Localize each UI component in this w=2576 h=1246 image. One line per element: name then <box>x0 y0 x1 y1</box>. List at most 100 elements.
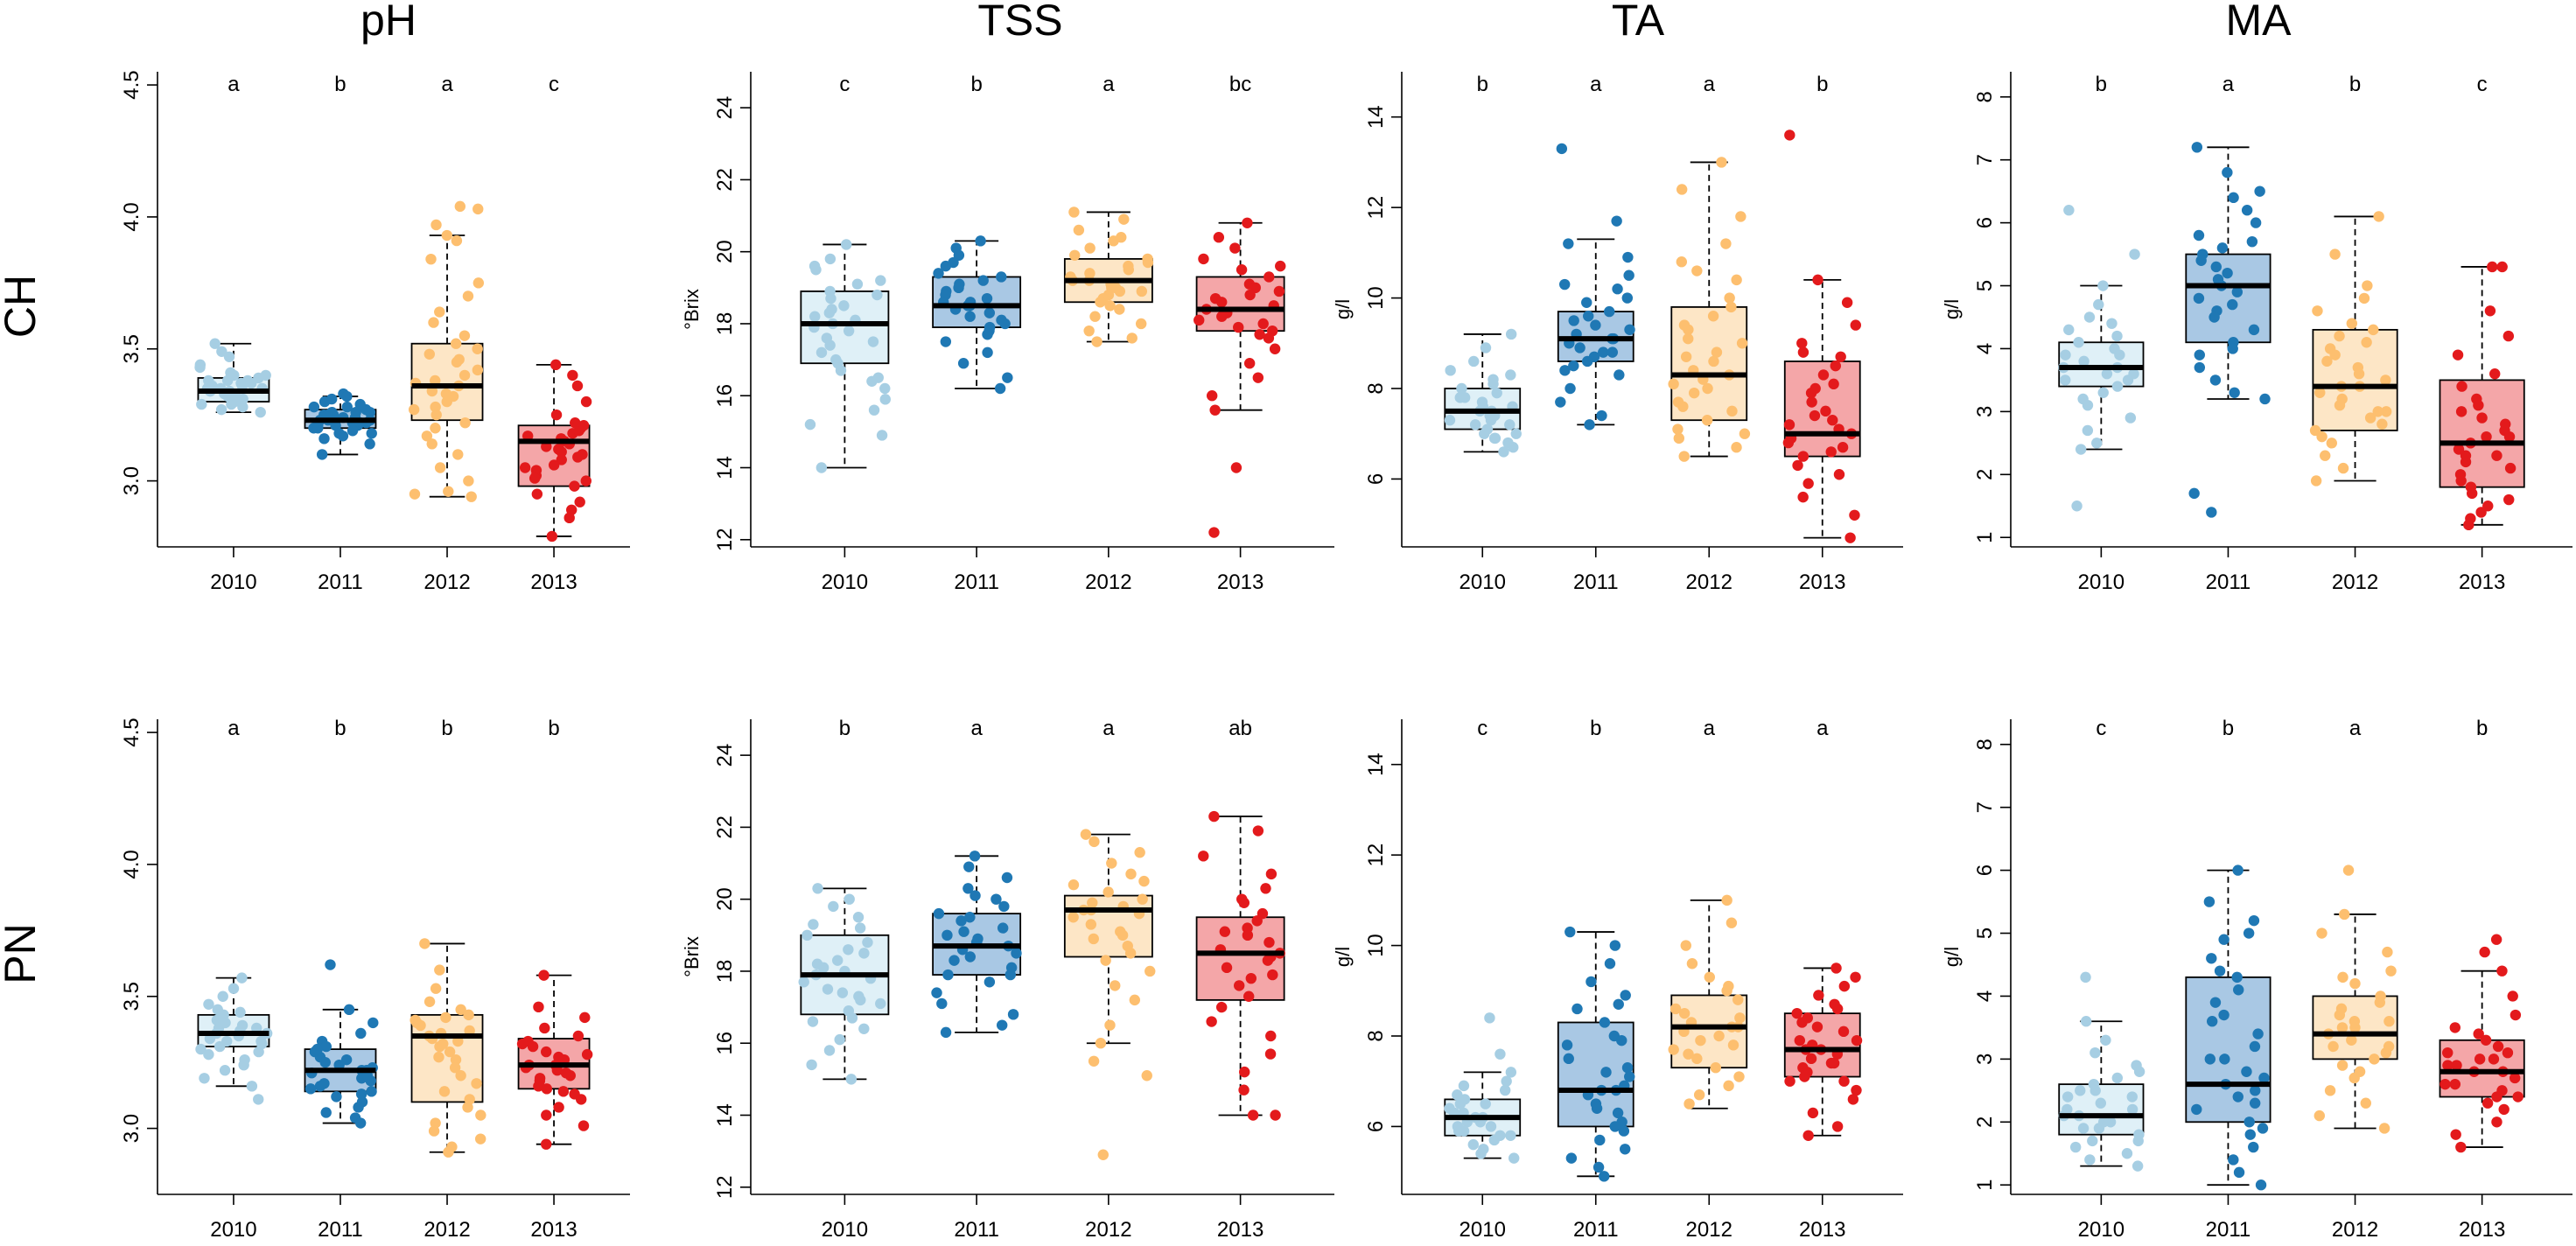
data-point <box>452 449 464 460</box>
data-point <box>1680 940 1691 951</box>
data-point <box>1114 304 1125 315</box>
data-point <box>975 235 986 247</box>
data-point <box>574 496 585 508</box>
y-tick-label: 3 <box>1973 406 1997 417</box>
x-tick-label: 2012 <box>1085 570 1131 594</box>
data-point <box>2442 1060 2454 1071</box>
data-point <box>1264 936 1275 948</box>
data-point <box>1083 325 1095 337</box>
data-point <box>2337 971 2348 984</box>
data-point <box>1711 346 1723 358</box>
data-point <box>1564 382 1576 395</box>
data-point <box>1830 360 1841 372</box>
y-tick-label: 4 <box>1973 343 1997 354</box>
data-point <box>2368 324 2379 336</box>
y-tick-label: 20 <box>713 887 737 911</box>
data-point <box>816 346 828 359</box>
data-point <box>1110 980 1121 991</box>
x-tick-label: 2011 <box>2206 570 2251 594</box>
data-point <box>1850 319 1861 331</box>
data-point <box>316 449 328 460</box>
data-point <box>1563 1053 1574 1065</box>
data-point <box>1475 1148 1487 1159</box>
data-point <box>1088 1055 1100 1067</box>
data-point <box>2510 1009 2522 1021</box>
data-point <box>2216 242 2229 254</box>
data-point <box>1739 428 1751 439</box>
data-point <box>466 491 477 502</box>
data-point <box>2194 361 2206 374</box>
data-point <box>1242 990 1255 1002</box>
data-point <box>2193 229 2205 242</box>
column-title-tss: TSS <box>977 0 1062 45</box>
data-point <box>368 1017 379 1029</box>
data-point <box>2090 1085 2101 1096</box>
data-point <box>2453 444 2465 455</box>
data-point <box>430 983 442 994</box>
data-point <box>2191 142 2203 153</box>
data-point <box>2502 1046 2514 1059</box>
data-point <box>2380 406 2392 417</box>
y-tick-label: 1 <box>1973 532 1997 543</box>
data-point <box>2101 368 2113 380</box>
data-point <box>998 900 1010 913</box>
panel-ch-ph: 3.0 3.5 4.0 4.5 2010 a 2011 b 2012 a 2013 c <box>120 70 630 594</box>
data-point <box>2124 412 2137 424</box>
y-tick-label: 16 <box>713 384 737 408</box>
data-point <box>1623 270 1634 281</box>
data-point <box>312 1043 323 1055</box>
data-point <box>2353 368 2365 380</box>
data-point <box>2314 387 2326 398</box>
x-tick-label: 2011 <box>954 570 999 594</box>
data-point <box>2329 349 2341 360</box>
data-point <box>867 336 879 347</box>
data-point <box>2097 387 2109 398</box>
data-point <box>2364 412 2376 424</box>
data-point <box>977 275 989 286</box>
data-point <box>1004 969 1016 981</box>
data-point <box>472 343 483 354</box>
data-point <box>438 1086 451 1097</box>
data-point <box>970 890 981 901</box>
data-point <box>2194 349 2205 360</box>
data-point <box>341 390 353 402</box>
data-point <box>1707 311 1719 322</box>
data-point <box>2336 1022 2348 1033</box>
data-point <box>424 996 436 1007</box>
data-point <box>459 417 471 429</box>
data-point <box>1505 369 1516 381</box>
data-point <box>533 1001 544 1013</box>
data-point <box>1584 419 1595 430</box>
data-point <box>2097 280 2109 291</box>
data-point <box>343 1004 355 1016</box>
x-tick-label: 2010 <box>2078 1218 2124 1242</box>
data-point <box>216 346 228 357</box>
data-point <box>1114 285 1126 298</box>
data-point <box>1624 1071 1635 1082</box>
data-point <box>996 271 1007 283</box>
data-point <box>409 488 421 500</box>
data-point <box>1459 392 1471 403</box>
panel-pn-tss: 12 14 16 18 20 22 24 °Brix 2010 b 2011 a 2012 a 2013 ab <box>681 717 1334 1242</box>
data-point <box>333 428 345 439</box>
data-point <box>824 253 836 265</box>
data-point <box>1242 929 1254 942</box>
data-point <box>1616 1034 1628 1046</box>
data-point <box>433 1051 444 1063</box>
data-point <box>2507 990 2518 1002</box>
data-point <box>2252 1028 2264 1040</box>
y-tick-label: 4.0 <box>120 202 144 231</box>
data-point <box>1723 980 1734 992</box>
data-point <box>2062 1091 2074 1102</box>
y-tick-label: 3.0 <box>120 1114 144 1143</box>
data-point <box>1265 1030 1277 1042</box>
y-tick-label: 12 <box>1364 844 1388 867</box>
data-point <box>1561 1040 1573 1051</box>
data-point <box>1002 372 1013 383</box>
significance-letter: b <box>839 717 850 740</box>
data-point <box>994 382 1006 395</box>
data-point <box>836 987 849 998</box>
y-tick-label: 14 <box>713 456 737 480</box>
data-point <box>822 984 834 995</box>
data-point <box>2336 1060 2348 1071</box>
